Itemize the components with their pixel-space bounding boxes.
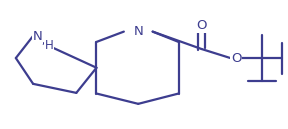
- Text: H: H: [45, 39, 53, 52]
- Text: N: N: [133, 25, 143, 38]
- Text: O: O: [231, 52, 241, 64]
- Text: O: O: [196, 19, 207, 32]
- Text: N: N: [33, 30, 42, 43]
